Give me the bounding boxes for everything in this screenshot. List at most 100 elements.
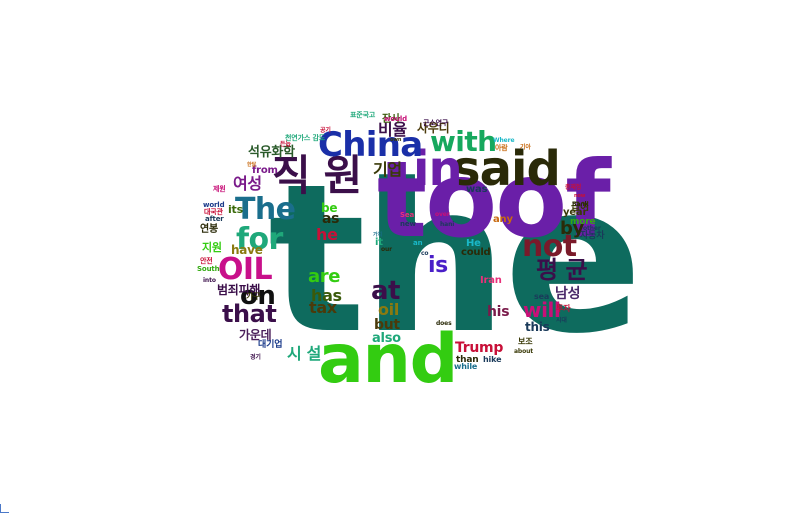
word-has: has [311,286,342,305]
word-yeonbong: 연봉 [200,224,218,235]
word-jadongcha: 자동차 [580,231,605,241]
word-also: also [372,331,401,346]
word-not: not [522,229,577,264]
word-are: are [308,266,341,287]
word-than: than [456,355,479,365]
word-but: but [374,317,400,333]
word-have: have [231,243,263,257]
word-other: other [583,225,601,232]
word-gyeoyeo: 급여 [571,202,589,213]
word-about: about [514,348,534,355]
word-into: into [203,277,216,284]
word-where: Where [493,137,515,144]
word-beomjoe: 범죄피해 [217,283,261,297]
word-with: with [430,125,497,158]
word-he-capital: He [466,238,481,249]
word-pyeonggyun: 평 균 [536,256,588,284]
word-jiwon: 지원 [202,241,222,254]
word-seokyu: 석유화학 [248,145,295,160]
word-now: now [574,193,586,199]
word-after: after [205,215,224,223]
word-siseol: 시 설 [287,344,322,363]
word-in: in [413,141,463,197]
word-china: China [318,125,423,165]
word-hike: hike [483,355,502,364]
word-anjeon: 안전 [200,257,213,265]
word-as: as [322,211,340,227]
word-biyul: 비율 [378,120,407,139]
word-toof: toof [377,139,611,261]
word-that: that [222,300,277,328]
word-gyeongi: 경기 [250,354,261,361]
word-sea: sea [534,292,550,301]
word-own: own [390,137,402,143]
word-new: new [400,220,416,228]
word-his: his [487,304,510,320]
word-deuneup: 든늡 [280,141,291,148]
word-iran: Iran [480,275,502,286]
word-pyojeon: 표준국고 [350,111,376,119]
word-gaji: 가지 [373,232,383,238]
word-does: does [436,320,452,327]
word-it: it [375,237,383,248]
word-daegieop: 대기업 [258,340,283,350]
word-gieop: 기업 [373,160,402,179]
word-kunseokgi: 근소연구 [423,119,449,127]
word-on: on [240,281,276,311]
word-gaunde: 가운데 [239,328,272,342]
word-bank: Bank [572,201,589,208]
word-its: its [228,203,243,216]
word-co: co [421,250,429,257]
word-gia: 기아 [520,144,531,151]
word-aram: 아람 [495,144,508,152]
word-he: he [316,225,338,244]
word-saudi: 사우디 [417,121,450,135]
word-namseong: 남성 [555,286,581,302]
word-our: our [381,246,392,253]
word-sidae: 시대 [556,317,567,324]
word-jansa: 잔사 [382,114,400,125]
word-hani: hani [440,221,455,228]
word-cheonyeon: 천연가스 감도 [285,134,326,142]
word-han: 한달 [247,162,257,168]
word-yeoseong: 여성 [233,174,262,193]
word-this: this [525,320,550,334]
word-an: an [413,239,423,247]
word-from: from [252,165,278,176]
word-oil-caps: OIL [218,252,273,287]
word-world: world [203,201,225,209]
word-oil: oil [378,300,400,319]
word-more: more [570,217,596,227]
word-could: could [461,247,491,258]
word-jeoun: 제원 [213,185,226,193]
word-and: and [318,320,458,399]
word-by: by [560,218,584,239]
word-is: is [428,253,448,278]
word-gagu: 가구 [246,292,261,301]
word-over: over [435,211,450,218]
word-year: year [563,207,588,218]
word-said: said [452,141,561,197]
word-chongjeong: 총재정 [565,184,582,191]
word-the-capital: The [235,192,296,227]
word-for: for [236,222,283,257]
word-daeguk: 대국관 [204,208,223,216]
word-will: will [523,298,561,322]
word-the: the [268,141,643,379]
word-south: South [197,265,220,273]
word-tuja: 투자 [556,304,571,313]
word-would: would [384,115,407,123]
word-any: any [493,214,513,225]
word-trump: Trump [455,340,504,356]
word-gonggi: 공기 [320,127,331,134]
word-was: was [466,184,488,195]
word-bojo: 보조 [518,337,533,346]
word-at: at [371,276,400,306]
word-while: while [454,362,478,371]
corner-mark [0,504,9,513]
word-be: be [321,201,338,215]
word-tax: tax [309,298,337,317]
word-sea-capital: Sea [400,211,415,219]
word-jikwon: 직 원 [272,151,362,200]
